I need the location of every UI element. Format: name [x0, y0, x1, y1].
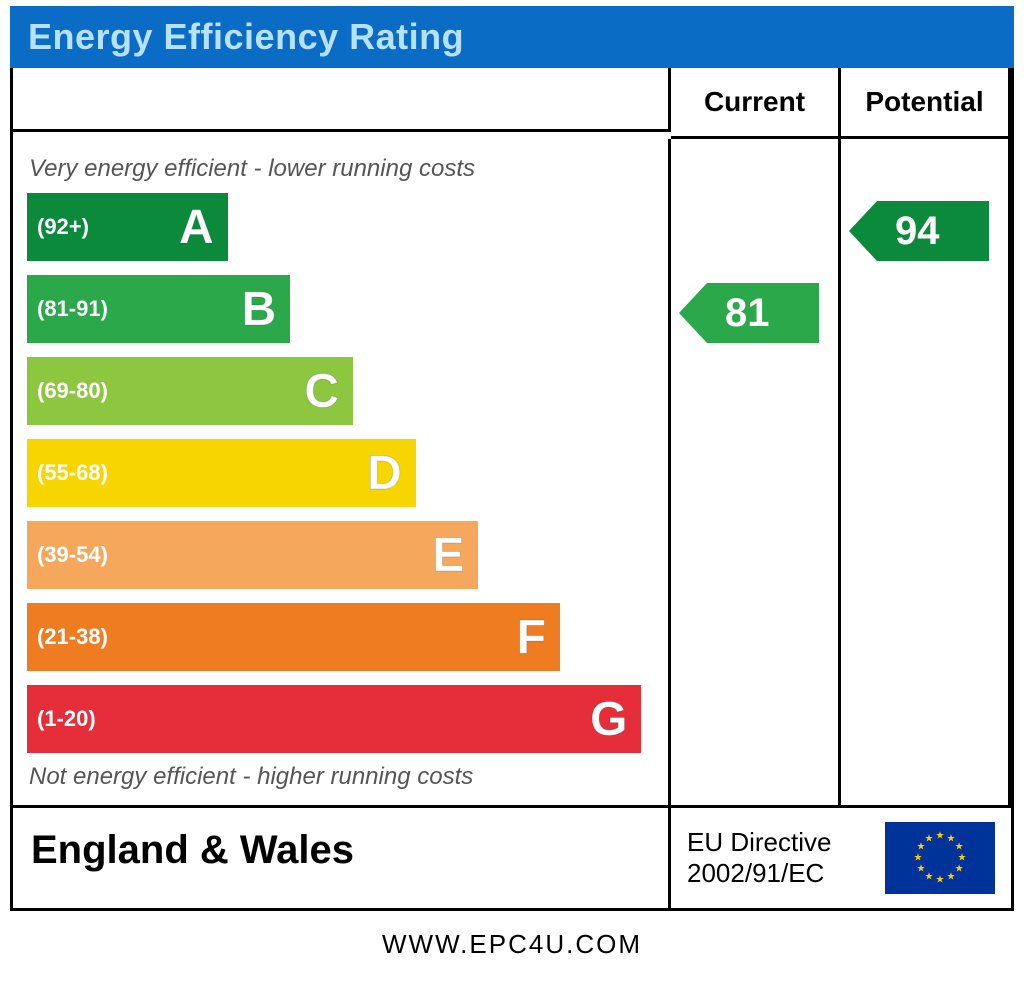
current-column: 81	[671, 139, 841, 808]
band-letter: G	[590, 692, 627, 747]
rating-value: 94	[895, 209, 940, 254]
potential-column: 94	[841, 139, 1011, 808]
band-a: (92+) A	[27, 193, 228, 261]
eu-star-icon: ★	[925, 872, 934, 883]
band-f: (21-38) F	[27, 603, 560, 671]
eu-star-icon: ★	[936, 831, 945, 842]
eu-star-icon: ★	[916, 864, 925, 875]
bands-container: (92+) A (81-91) B (69-80) C (55-68) D (39-54) E (2…	[27, 193, 654, 753]
band-range: (81-91)	[37, 296, 108, 322]
band-range: (69-80)	[37, 378, 108, 404]
band-range: (1-20)	[37, 706, 96, 732]
eu-star-icon: ★	[955, 864, 964, 875]
bands-cell: Very energy efficient - lower running co…	[13, 139, 671, 808]
epc-grid: Current Potential Very energy efficient …	[10, 68, 1014, 911]
band-e: (39-54) E	[27, 521, 478, 589]
caption-efficient: Very energy efficient - lower running co…	[29, 155, 654, 183]
eu-star-icon: ★	[947, 872, 956, 883]
band-range: (39-54)	[37, 542, 108, 568]
band-letter: E	[432, 528, 464, 583]
band-letter: B	[242, 282, 277, 337]
band-d: (55-68) D	[27, 439, 416, 507]
band-g: (1-20) G	[27, 685, 641, 753]
eu-flag-icon: ★★★★★★★★★★★★	[885, 822, 995, 894]
band-letter: F	[517, 610, 546, 665]
header-potential: Potential	[841, 68, 1011, 139]
epc-chart: Energy Efficiency Rating Current Potenti…	[10, 6, 1014, 960]
band-range: (92+)	[37, 214, 89, 240]
directive-text: EU Directive 2002/91/EC	[687, 827, 831, 889]
directive-cell: EU Directive 2002/91/EC ★★★★★★★★★★★★	[671, 808, 1011, 911]
band-range: (21-38)	[37, 624, 108, 650]
directive-line2: 2002/91/EC	[687, 858, 831, 889]
band-c: (69-80) C	[27, 357, 353, 425]
rating-pointer: 94	[849, 201, 989, 261]
band-letter: D	[367, 446, 402, 501]
band-letter: A	[179, 200, 214, 255]
rating-value: 81	[725, 291, 770, 336]
directive-line1: EU Directive	[687, 827, 831, 858]
eu-star-icon: ★	[955, 842, 964, 853]
band-range: (55-68)	[37, 460, 108, 486]
rating-pointer: 81	[679, 283, 819, 343]
caption-inefficient: Not energy efficient - higher running co…	[29, 763, 654, 791]
source-url: WWW.EPC4U.COM	[10, 929, 1014, 960]
eu-star-icon: ★	[914, 853, 923, 864]
header-empty	[13, 68, 671, 132]
title-bar: Energy Efficiency Rating	[10, 6, 1014, 68]
eu-star-icon: ★	[936, 875, 945, 886]
region-cell: England & Wales	[13, 808, 671, 911]
eu-star-icon: ★	[958, 853, 967, 864]
band-letter: C	[304, 364, 339, 419]
header-current: Current	[671, 68, 841, 139]
eu-star-icon: ★	[925, 833, 934, 844]
band-b: (81-91) B	[27, 275, 290, 343]
